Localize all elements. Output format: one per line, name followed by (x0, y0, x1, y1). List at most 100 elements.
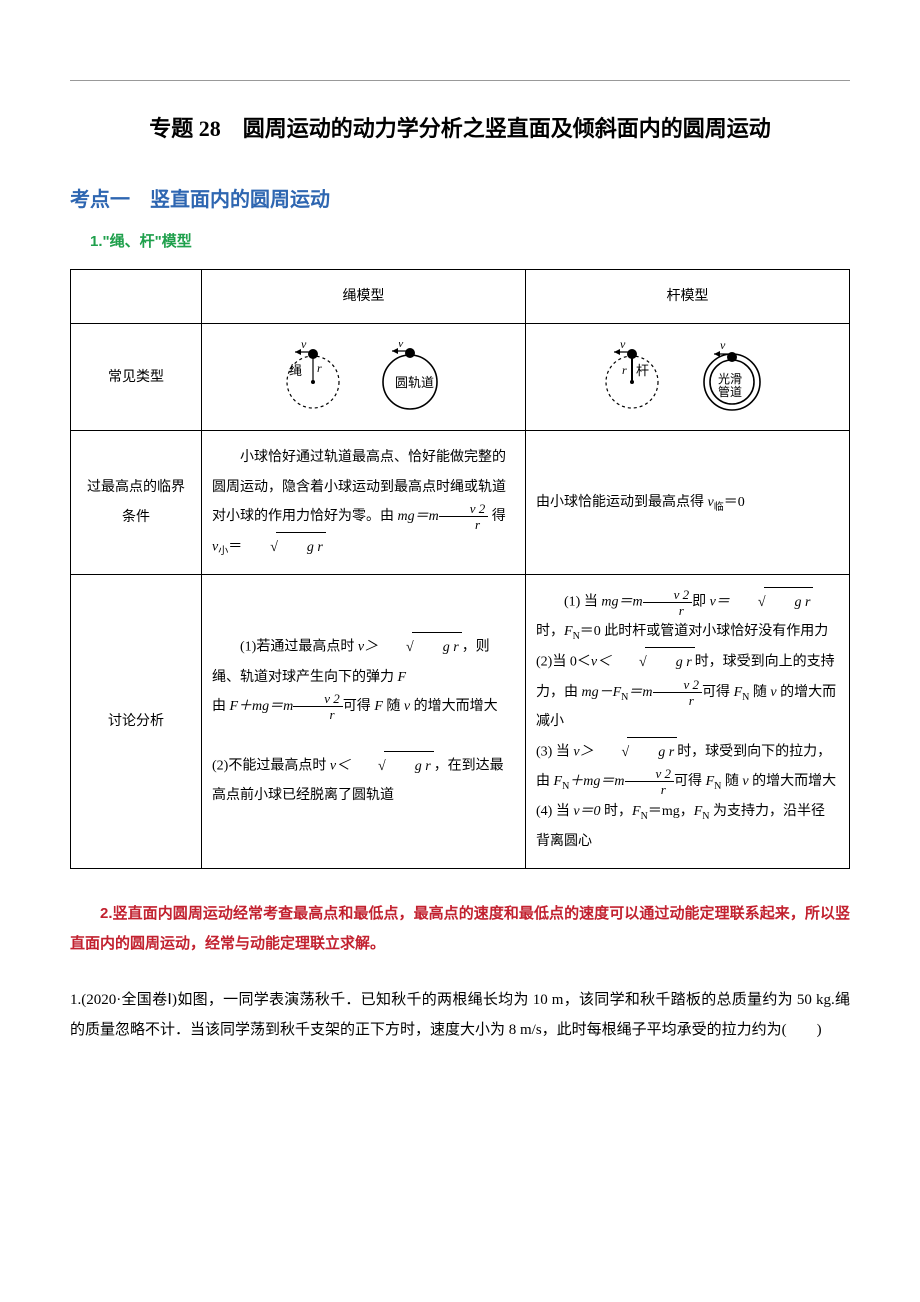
dr-p2f: F (374, 699, 386, 714)
frac3-den: r (643, 603, 693, 617)
frac2: v 2r (293, 692, 343, 721)
dd-p1d: ＝0 此时杆或管道对小球恰好没有作用力 (580, 624, 829, 639)
dr-p2c: 随 (386, 699, 404, 714)
question-1: 1.(2020·全国卷Ⅰ)如图，一同学表演荡秋千．已知秋千的两根绳长均为 10 … (70, 985, 850, 1045)
types-label: 常见类型 (71, 324, 202, 431)
dd-p1n: N (573, 631, 580, 642)
dd-p2c: 可得 (702, 685, 734, 700)
sqrt-rad: g r (276, 532, 326, 562)
crit-vmin-sub: 小 (218, 546, 228, 557)
sqrt3: √g r (350, 751, 434, 781)
crit-rope-eq-lhs: mg＝m (398, 509, 439, 524)
rod-ball-diagram: v 杆 r (592, 342, 672, 412)
types-rope-diagram: v 绳 r v 圆轨道 (202, 324, 526, 431)
dr-p3v: v＜ (330, 758, 350, 773)
dd-p4a: (4) 当 (536, 804, 573, 819)
dd-p4n: N (641, 811, 648, 822)
section-heading: 考点一 竖直面内的圆周运动 (70, 183, 850, 212)
tube-label-1: 光滑 (718, 372, 742, 386)
table-row-types: 常见类型 v 绳 r (71, 324, 850, 431)
dr-p2a: 由 (212, 699, 230, 714)
crit-rod-b: ＝0 (724, 495, 745, 510)
sqrt6: √g r (594, 737, 678, 767)
v-label-4: v (720, 342, 726, 352)
sqrt4-rad: g r (764, 587, 814, 617)
table-row-critical: 过最高点的临界条件 小球恰好通过轨道最高点、恰好能做完整的圆周运动，隐含着小球运… (71, 431, 850, 575)
tube-ball-diagram: v 光滑 管道 (684, 342, 784, 412)
table-row-discuss: 讨论分析 (1)若通过最高点时 v＞√g r，则绳、轨道对球产生向下的弹力 F … (71, 574, 850, 868)
dd-p3e: 的增大而增大 (752, 774, 836, 789)
critical-rod: 由小球恰能运动到最高点得 v临＝0 (526, 431, 850, 575)
sqrt6-rad: g r (627, 737, 677, 767)
dd-p1fn: F (564, 624, 573, 639)
note-paragraph: 2.竖直面内圆周运动经常考查最高点和最低点，最高点的速度和最低点的速度可以通过动… (70, 899, 850, 959)
frac4-den: r (653, 693, 703, 707)
track-ball-diagram: v 圆轨道 (365, 342, 455, 412)
crit-rod-a: 由小球恰能运动到最高点得 (536, 495, 708, 510)
dr-p2d: 的增大而增大 (414, 699, 498, 714)
critical-label: 过最高点的临界条件 (71, 431, 202, 575)
frac3: v 2r (643, 588, 693, 617)
header-blank (71, 270, 202, 324)
dd-p2lhs2: ＝m (628, 685, 652, 700)
sqrt-icon: √g r (242, 532, 326, 562)
frac4-num: v 2 (653, 678, 703, 693)
table-header-row: 绳模型 杆模型 (71, 270, 850, 324)
dd-p3v: v＞ (573, 744, 593, 759)
r-label: r (317, 361, 322, 375)
subheading-text: 1."绳、杆"模型 (90, 233, 192, 250)
rope-label: 绳 (289, 363, 302, 378)
dd-p2a: (2)当 0＜ (536, 655, 591, 670)
dr-p3a: (2)不能过最高点时 (212, 758, 330, 773)
dd-p3d: 随 (721, 774, 742, 789)
discuss-rope: (1)若通过最高点时 v＞√g r，则绳、轨道对球产生向下的弹力 F 由 F＋m… (202, 574, 526, 868)
critical-rope: 小球恰好通过轨道最高点、恰好能做完整的圆周运动，隐含着小球运动到最高点时绳或轨道… (202, 431, 526, 575)
dr-p2v: v (404, 699, 414, 714)
dd-p3c: 可得 (674, 774, 706, 789)
dd-p3a: (3) 当 (536, 744, 573, 759)
types-rod-diagram: v 杆 r v 光滑 管道 (526, 324, 850, 431)
dd-p3v2: v (742, 774, 752, 789)
frac5-num: v 2 (625, 767, 675, 782)
frac5: v 2r (625, 767, 675, 796)
sqrt4: √g r (730, 587, 814, 617)
crit-rope-b: 得 (492, 509, 506, 524)
dd-p3fn: F (706, 774, 715, 789)
dr-p1a: (1)若通过最高点时 (240, 640, 358, 655)
dd-p2v: v＜ (591, 655, 611, 670)
dd-p4c: ＝mg， (648, 804, 694, 819)
v-label-2: v (398, 342, 404, 350)
header-rope: 绳模型 (202, 270, 526, 324)
dd-p2fn: F (734, 685, 743, 700)
track-label: 圆轨道 (395, 375, 434, 390)
subheading: 1."绳、杆"模型 (90, 230, 850, 251)
frac-num: v 2 (439, 502, 489, 517)
dd-p2lhs: mg－F (582, 685, 622, 700)
dd-p3lhs: F (554, 774, 563, 789)
section-heading-text: 考点一 竖直面内的圆周运动 (70, 189, 330, 211)
r-label-2: r (622, 363, 627, 377)
model-table: 绳模型 杆模型 常见类型 v 绳 r (70, 269, 850, 869)
crit-eq2: ＝ (228, 539, 242, 554)
page-title: 专题 28 圆周运动的动力学分析之竖直面及倾斜面内的圆周运动 (70, 111, 850, 143)
v-label-3: v (620, 342, 626, 351)
frac-den: r (439, 517, 489, 531)
dd-p4b: 时， (604, 804, 632, 819)
sqrt2-rad: g r (412, 632, 462, 662)
dd-p1a: (1) 当 (564, 594, 601, 609)
discuss-rod: (1) 当 mg＝mv 2r即 v＝√g r时，FN＝0 此时杆或管道对小球恰好… (526, 574, 850, 868)
sqrt3-rad: g r (384, 751, 434, 781)
frac-icon: v 2r (439, 502, 489, 531)
dd-p3lhs2: ＋mg＝m (569, 774, 624, 789)
dd-p1b: 即 (692, 594, 710, 609)
frac4: v 2r (653, 678, 703, 707)
discuss-label: 讨论分析 (71, 574, 202, 868)
dr-p1f: F (398, 670, 407, 685)
sqrt2: √g r (378, 632, 462, 662)
crit-rod-vsub: 临 (714, 502, 724, 513)
dr-p2lhs: F＋mg＝m (230, 699, 294, 714)
dd-p2v2: v (770, 685, 780, 700)
rope-ball-diagram: v 绳 r (273, 342, 353, 412)
dd-p4fn: F (632, 804, 641, 819)
rod-label: 杆 (636, 363, 649, 378)
